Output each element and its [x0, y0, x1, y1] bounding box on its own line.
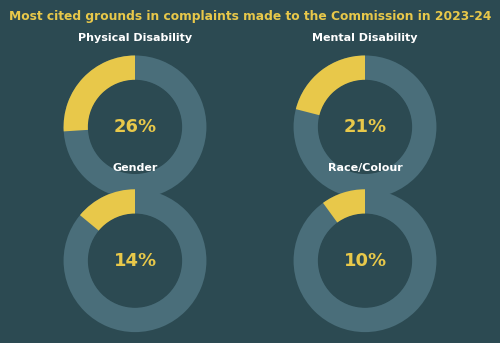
Text: 14%: 14% [114, 252, 156, 270]
Wedge shape [294, 189, 436, 332]
Text: Gender: Gender [112, 163, 158, 173]
Wedge shape [64, 56, 135, 131]
Wedge shape [64, 189, 206, 332]
Text: Mental Disability: Mental Disability [312, 33, 418, 43]
Wedge shape [323, 189, 365, 223]
Circle shape [318, 214, 412, 307]
Wedge shape [294, 56, 436, 198]
Text: Physical Disability: Physical Disability [78, 33, 192, 43]
Text: 10%: 10% [344, 252, 386, 270]
Text: Race/Colour: Race/Colour [328, 163, 402, 173]
Text: 26%: 26% [114, 118, 156, 136]
Wedge shape [296, 56, 365, 115]
Wedge shape [64, 56, 206, 198]
Text: Most cited grounds in complaints made to the Commission in 2023-24: Most cited grounds in complaints made to… [9, 10, 491, 23]
Circle shape [318, 81, 412, 173]
Wedge shape [80, 189, 135, 231]
Circle shape [88, 81, 182, 173]
Circle shape [88, 214, 182, 307]
Text: 21%: 21% [344, 118, 386, 136]
